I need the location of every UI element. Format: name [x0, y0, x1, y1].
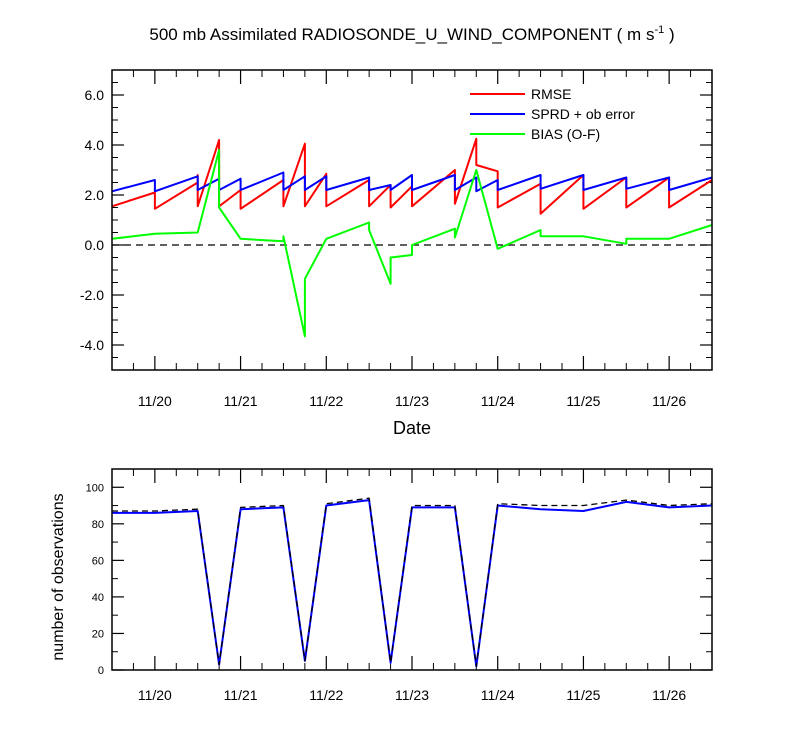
x-tick-label: 11/23 [395, 687, 429, 703]
legend-label: BIAS (O-F) [531, 126, 600, 142]
x-tick-label: 11/25 [566, 687, 600, 703]
y-tick-label: 0.0 [85, 237, 105, 253]
x-tick-label: 11/20 [138, 687, 172, 703]
y-tick-label: 20 [92, 628, 104, 640]
x-tick-label: 11/26 [652, 393, 686, 409]
legend: RMSE SPRD + ob error BIAS (O-F) [470, 86, 635, 142]
rmse-spread-bias-chart: 500 mb Assimilated RADIOSONDE_U_WIND_COM… [80, 24, 713, 438]
series-bias-o-f-line [111, 149, 713, 338]
top-plot-frame [111, 69, 713, 371]
y-tick-label: 0 [98, 665, 104, 677]
bottom-axes: 11/20 11/21 11/22 11/23 11/24 11/25 11/26 0 20 40… [86, 468, 712, 703]
y-tick-label: 100 [86, 482, 104, 494]
y-axis-label: number of observations [50, 493, 67, 660]
top-axes: 11/20 11/21 11/22 11/23 11/24 11/25 11/26 -4.0 -… [80, 69, 712, 409]
bottom-series [112, 497, 713, 668]
legend-label: SPRD + ob error [531, 106, 635, 122]
x-axis-label: Date [393, 418, 431, 438]
y-tick-label: 80 [92, 519, 104, 531]
x-tick-label: 11/21 [224, 687, 258, 703]
y-tick-label: 6.0 [85, 87, 105, 103]
legend-label: RMSE [531, 86, 571, 102]
x-tick-label: 11/26 [652, 687, 686, 703]
series-used-line [112, 499, 713, 668]
x-tick-label: 11/21 [224, 393, 258, 409]
x-tick-label: 11/23 [395, 393, 429, 409]
y-tick-label: 40 [92, 592, 104, 604]
x-tick-label: 11/24 [481, 393, 515, 409]
x-tick-label: 11/20 [138, 393, 172, 409]
chart-title: 500 mb Assimilated RADIOSONDE_U_WIND_COM… [149, 24, 674, 44]
series-sprd-ob-error-line [111, 171, 713, 193]
y-tick-label: 60 [92, 555, 104, 567]
y-tick-label: -2.0 [80, 287, 104, 303]
y-tick-label: 2.0 [85, 187, 105, 203]
x-tick-label: 11/24 [481, 687, 515, 703]
x-tick-label: 11/25 [566, 393, 600, 409]
top-series [111, 137, 713, 338]
observation-count-chart: 11/20 11/21 11/22 11/23 11/24 11/25 11/26 0 20 40… [50, 468, 713, 703]
y-tick-label: -4.0 [80, 337, 104, 353]
series-possible-line [112, 497, 713, 667]
y-tick-label: 4.0 [85, 137, 105, 153]
x-tick-label: 11/22 [309, 687, 343, 703]
bottom-plot-frame [111, 468, 713, 671]
x-tick-label: 11/22 [309, 393, 343, 409]
